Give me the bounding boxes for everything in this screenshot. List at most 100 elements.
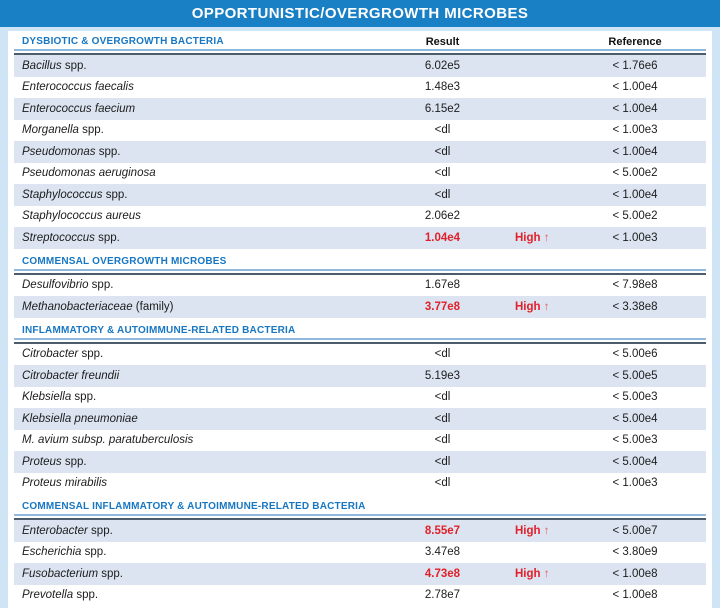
organism-name-regular: spp.	[81, 546, 107, 559]
result-value: <dl	[434, 348, 451, 361]
table-row: Prevotella spp. 2.78e7 < 1.00e8	[14, 585, 706, 607]
report-section: DYSBIOTIC & OVERGROWTH BACTERIA Result Ref…	[14, 36, 706, 249]
organism-name-italic: Morganella	[22, 124, 79, 137]
table-row: Klebsiella spp. <dl < 5.00e3	[14, 387, 706, 409]
section-header: INFLAMMATORY & AUTOIMMUNE-RELATED BACTER…	[14, 325, 706, 340]
high-flag: High ↑	[515, 232, 570, 244]
section-label: INFLAMMATORY & AUTOIMMUNE-RELATED BACTER…	[22, 324, 296, 336]
table-row: Enterococcus faecalis 1.48e3 < 1.00e4	[14, 77, 706, 99]
result-value: 6.15e2	[424, 102, 461, 115]
table-row: Escherichia spp. 3.47e8 < 3.80e9	[14, 542, 706, 564]
table-row: Pseudomonas aeruginosa <dl < 5.00e2	[14, 163, 706, 185]
result-value: 1.67e8	[424, 279, 461, 292]
organism-name-regular: spp.	[73, 589, 99, 602]
organism-name-regular: spp.	[94, 231, 120, 244]
section-table: Bacillus spp. 6.02e5 < 1.76e6 Enterococcus …	[14, 53, 706, 249]
organism-name: Pseudomonas aeruginosa	[14, 167, 370, 179]
reference-value: < 7.98e8	[612, 279, 658, 292]
organism-name: Methanobacteriaceae (family)	[14, 301, 370, 313]
organism-name: Fusobacterium spp.	[14, 568, 370, 580]
organism-name-italic: Citrobacter freundii	[22, 369, 120, 382]
result-value: 6.02e5	[424, 59, 461, 72]
organism-name: Pseudomonas spp.	[14, 146, 370, 158]
organism-name: Enterobacter spp.	[14, 525, 370, 537]
organism-name-regular: spp.	[78, 124, 104, 137]
table-row: Klebsiella pneumoniae <dl < 5.00e4	[14, 408, 706, 430]
result-value: 1.04e4	[424, 231, 461, 244]
table-row: Morganella spp. <dl < 1.00e3	[14, 120, 706, 142]
reference-value: < 5.00e4	[612, 412, 658, 425]
organism-name-regular: (family)	[132, 300, 174, 313]
organism-name-regular: spp.	[71, 391, 97, 404]
organism-name: Streptococcus spp.	[14, 232, 370, 244]
table-row: Pseudomonas spp. <dl < 1.00e4	[14, 141, 706, 163]
high-flag-label: High	[515, 231, 541, 244]
organism-name: Klebsiella spp.	[14, 391, 370, 403]
organism-name-italic: Enterococcus faecalis	[22, 81, 134, 94]
reference-value: < 5.00e3	[612, 434, 658, 447]
high-flag: High ↑	[515, 568, 570, 580]
table-row: Methanobacteriaceae (family) 3.77e8 High ↑…	[14, 296, 706, 318]
result-value: 5.19e3	[424, 369, 461, 382]
organism-name-regular: spp.	[98, 567, 123, 580]
organism-name-regular: spp.	[102, 188, 128, 201]
organism-name: Prevotella spp.	[14, 589, 370, 601]
section-header: COMMENSAL INFLAMMATORY & AUTOIMMUNE-RELA…	[14, 501, 706, 516]
organism-name-regular: spp.	[61, 59, 87, 72]
result-value: 2.06e2	[424, 210, 461, 223]
organism-name: Klebsiella pneumoniae	[14, 413, 370, 425]
section-header: DYSBIOTIC & OVERGROWTH BACTERIA Result Ref…	[14, 36, 706, 51]
section-table: Enterobacter spp. 8.55e7 High ↑ < 5.00e7 Esc…	[14, 518, 706, 606]
reference-value: < 5.00e2	[612, 167, 658, 180]
organism-name: Bacillus spp.	[14, 60, 370, 72]
organism-name: M. avium subsp. paratuberculosis	[14, 434, 370, 446]
organism-name-regular: spp.	[87, 524, 113, 537]
report-title-bar: OPPORTUNISTIC/OVERGROWTH MICROBES	[0, 0, 720, 27]
result-value: 4.73e8	[424, 567, 461, 580]
reference-value: < 5.00e4	[612, 455, 658, 468]
result-value: 3.47e8	[424, 546, 461, 559]
high-flag-label: High	[515, 300, 541, 313]
reference-value: < 3.38e8	[612, 300, 658, 313]
organism-name: Proteus spp.	[14, 456, 370, 468]
organism-name: Staphylococcus spp.	[14, 189, 370, 201]
high-flag: High ↑	[515, 301, 570, 313]
organism-name-italic: Streptococcus	[22, 231, 95, 244]
table-row: Streptococcus spp. 1.04e4 High ↑ < 1.00e3	[14, 227, 706, 249]
result-value: <dl	[434, 124, 451, 137]
page-title: OPPORTUNISTIC/OVERGROWTH MICROBES	[191, 5, 529, 22]
section-table: Desulfovibrio spp. 1.67e8 < 7.98e8 Methanob…	[14, 272, 706, 318]
reference-value: < 1.76e6	[612, 59, 658, 72]
organism-name-italic: Desulfovibrio	[22, 279, 89, 292]
organism-name-italic: Pseudomonas aeruginosa	[22, 167, 156, 180]
table-row: Bacillus spp. 6.02e5 < 1.76e6	[14, 55, 706, 77]
up-arrow-icon: ↑	[543, 300, 550, 313]
organism-name: Citrobacter freundii	[14, 370, 370, 382]
high-flag-label: High	[515, 567, 541, 580]
column-header-result: Result	[425, 36, 460, 48]
reference-value: < 1.00e4	[612, 188, 658, 201]
organism-name-italic: Pseudomonas	[22, 145, 96, 158]
result-value: <dl	[434, 145, 451, 158]
organism-name-italic: Escherichia	[22, 546, 82, 559]
organism-name-italic: Proteus	[22, 455, 62, 468]
column-header-reference: Reference	[608, 36, 662, 48]
result-value: 3.77e8	[424, 300, 461, 313]
reference-value: < 1.00e8	[612, 589, 658, 602]
organism-name: Morganella spp.	[14, 124, 370, 136]
organism-name-regular: spp.	[61, 455, 87, 468]
organism-name: Enterococcus faecium	[14, 103, 370, 115]
high-flag: High ↑	[515, 525, 570, 537]
organism-name-italic: Klebsiella	[22, 391, 72, 404]
result-value: 1.48e3	[424, 81, 461, 94]
organism-name-italic: Enterobacter	[22, 524, 88, 537]
table-row: Enterococcus faecium 6.15e2 < 1.00e4	[14, 98, 706, 120]
result-value: <dl	[434, 391, 451, 404]
reference-value: < 5.00e6	[612, 348, 658, 361]
organism-name: Enterococcus faecalis	[14, 81, 370, 93]
section-header: COMMENSAL OVERGROWTH MICROBES	[14, 256, 706, 271]
table-row: Proteus spp. <dl < 5.00e4	[14, 451, 706, 473]
result-value: <dl	[434, 167, 451, 180]
organism-name-regular: spp.	[95, 145, 121, 158]
organism-name-regular: spp.	[78, 348, 104, 361]
